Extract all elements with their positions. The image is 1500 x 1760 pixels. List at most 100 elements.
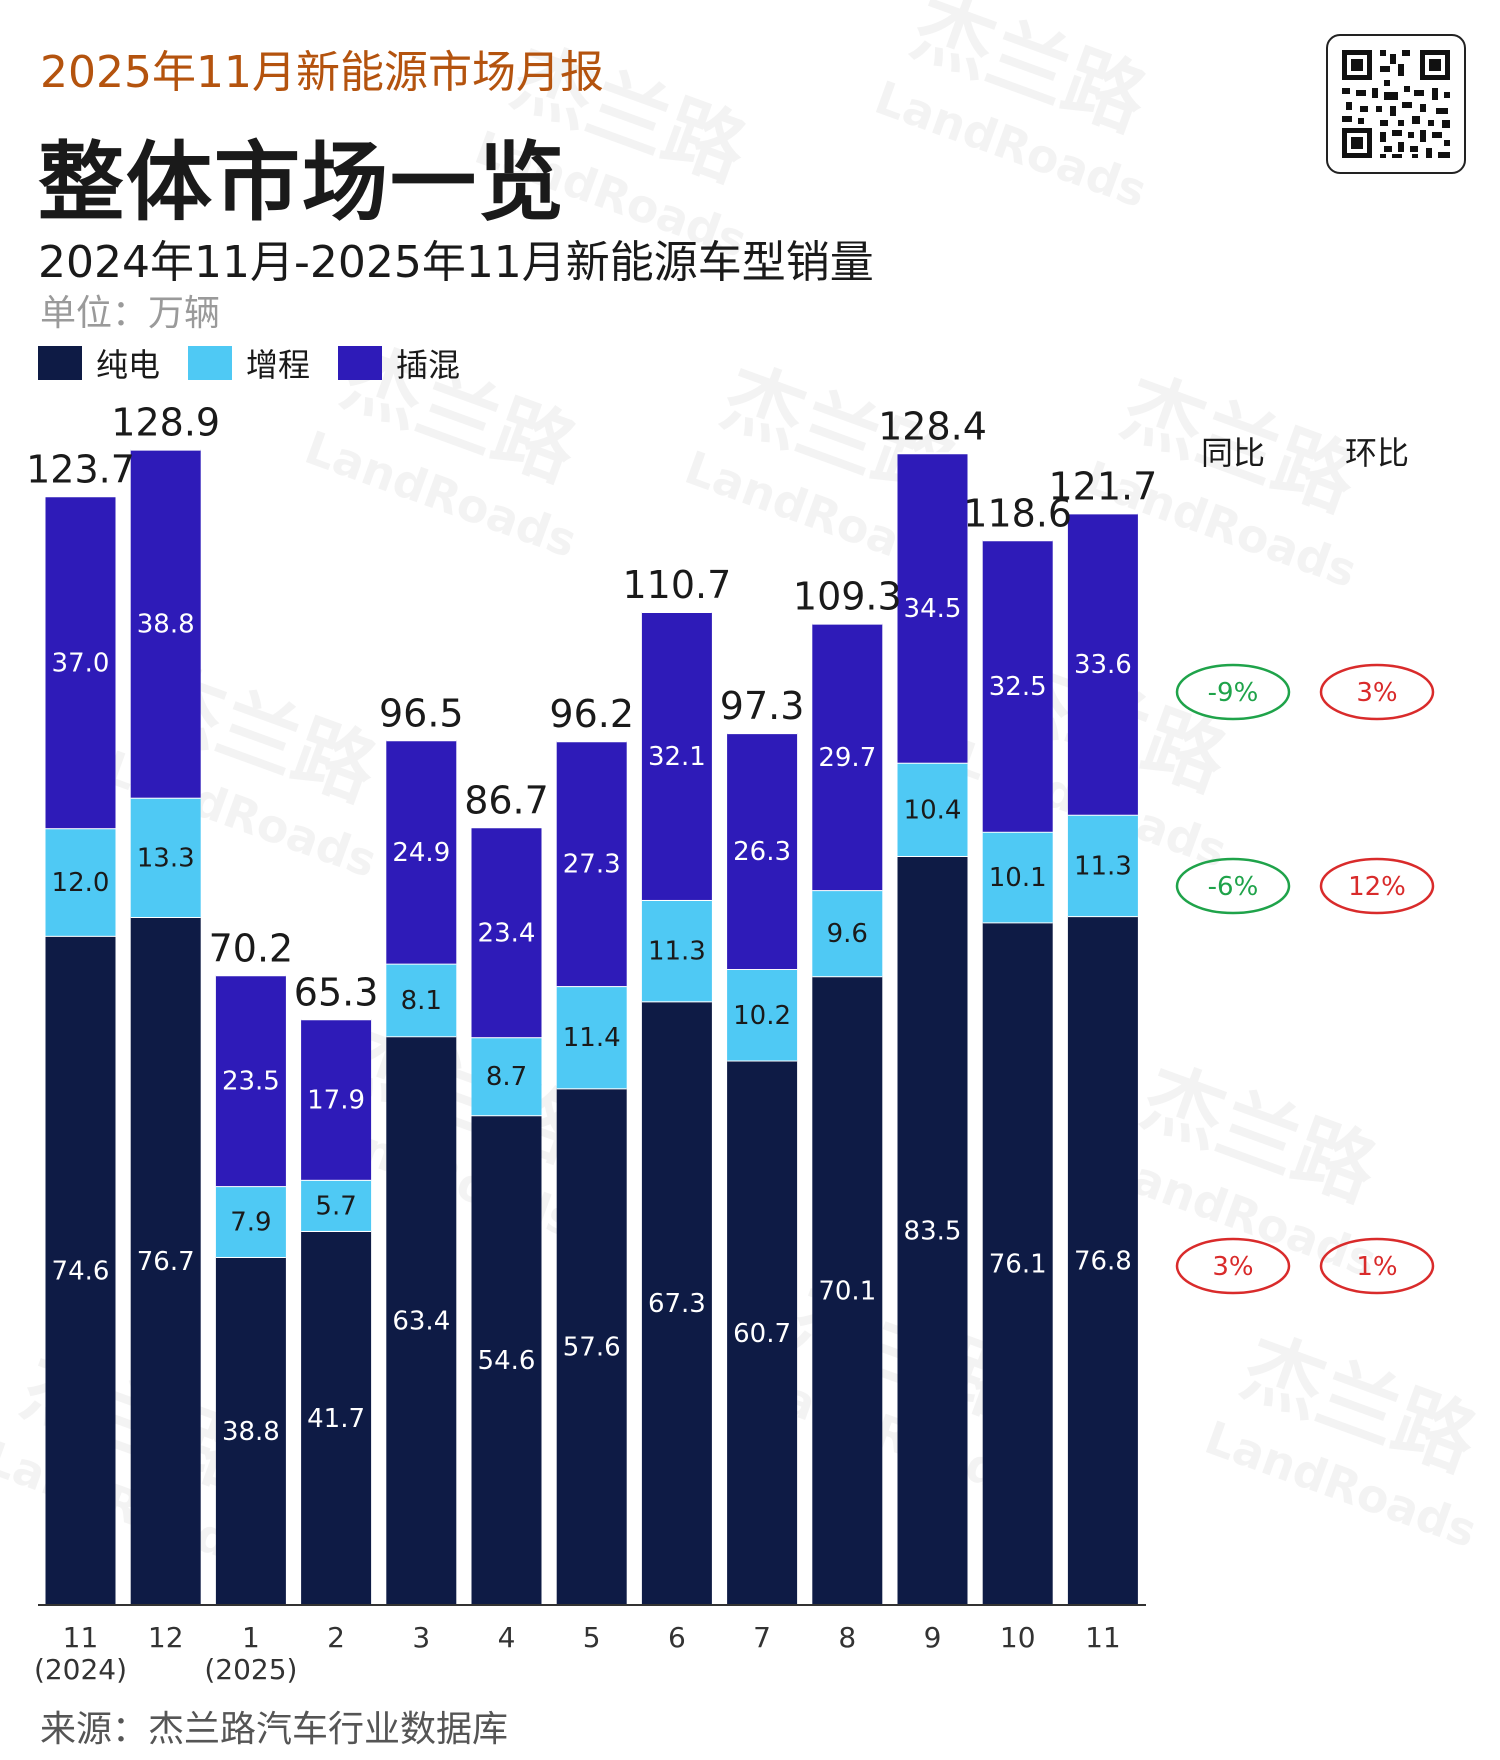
bar-segment-erev — [641, 899, 712, 1002]
yoy-badge-value: 3% — [1212, 1252, 1253, 1282]
bar-segment-phev — [556, 741, 627, 987]
segment-label-bev: 76.7 — [137, 1247, 195, 1277]
x-tick-label: 4 — [498, 1621, 516, 1654]
segment-label-erev: 5.7 — [315, 1191, 356, 1221]
segment-label-erev: 10.1 — [989, 863, 1047, 893]
total-label: 96.2 — [549, 692, 634, 736]
legend-swatch-bev — [38, 346, 82, 380]
segment-label-bev: 63.4 — [392, 1307, 450, 1337]
bar-segment-phev — [471, 827, 542, 1038]
page-title: 整体市场一览 — [38, 133, 566, 233]
x-axis: 11(2024)12 1(2025)2 3 4 5 6 7 8 9 10 11 — [34, 1604, 1146, 1686]
segment-label-phev: 23.4 — [478, 918, 536, 948]
bar-segment-bev — [471, 1115, 542, 1605]
segment-label-phev: 29.7 — [818, 743, 876, 773]
bar-segment-bev — [897, 856, 968, 1605]
bar-segment-phev — [130, 449, 201, 798]
segment-label-erev: 10.4 — [904, 795, 962, 825]
x-tick-label: 2 — [327, 1621, 345, 1654]
yoy-badge-ring — [1175, 857, 1291, 915]
total-label: 128.4 — [878, 404, 987, 448]
bar-segment-phev — [812, 623, 883, 891]
bar-segment-erev — [556, 986, 627, 1089]
total-label: 110.7 — [623, 563, 732, 607]
segment-label-phev: 17.9 — [307, 1086, 365, 1116]
bar-segment-bev — [45, 935, 116, 1605]
bar-segment-phev — [641, 612, 712, 900]
segment-label-erev: 12.0 — [52, 868, 110, 898]
segment-label-bev: 38.8 — [222, 1417, 280, 1447]
x-tick-label: 3 — [412, 1621, 430, 1654]
bar-segment-bev — [130, 917, 201, 1605]
bar-segment-phev — [982, 540, 1053, 832]
bar-segment-erev — [727, 969, 798, 1061]
bar-segment-erev — [386, 963, 457, 1037]
segment-label-erev: 11.4 — [563, 1023, 621, 1053]
bar-segment-erev — [471, 1037, 542, 1116]
x-tick-sublabel: (2024) — [34, 1653, 127, 1686]
segment-label-erev: 10.2 — [733, 1001, 791, 1031]
mom-badge-ring — [1319, 857, 1435, 915]
segment-label-bev: 67.3 — [648, 1289, 706, 1319]
segment-label-phev: 32.1 — [648, 742, 706, 772]
bar-segment-erev — [812, 890, 883, 977]
x-tick-label: 11 — [1085, 1621, 1121, 1654]
segment-label-bev: 76.1 — [989, 1250, 1047, 1280]
segment-label-phev: 26.3 — [733, 837, 791, 867]
segment-label-bev: 54.6 — [478, 1346, 536, 1376]
bar-segment-phev — [215, 975, 286, 1187]
segment-label-erev: 8.7 — [486, 1062, 527, 1092]
legend-swatch-erev — [188, 346, 233, 380]
chart-subtitle: 2024年11月-2025年11月新能源车型销量 — [38, 237, 874, 288]
mom-header: 环比 — [1345, 434, 1409, 472]
legend-label-erev: 增程 — [246, 346, 311, 384]
x-tick-label: 6 — [668, 1621, 686, 1654]
bar-segment-bev — [727, 1060, 798, 1605]
bar-segment-erev — [215, 1186, 286, 1257]
chart-legend: 纯电 增程 插混 — [38, 340, 488, 386]
total-label: 70.2 — [209, 926, 294, 970]
bar-segment-erev — [130, 797, 201, 918]
qr-code[interactable] — [1326, 34, 1466, 174]
mom-badge-value: 1% — [1356, 1252, 1397, 1282]
segment-label-phev: 27.3 — [563, 850, 621, 880]
comparison-panel: 同比 环比 -9% 3% -6% 12% 3% 1% — [1175, 434, 1435, 1295]
x-tick-label: 12 — [148, 1621, 184, 1654]
bar-segment-bev — [301, 1230, 372, 1605]
bar-segment-erev — [897, 762, 968, 857]
total-label: 118.6 — [963, 491, 1072, 535]
segment-label-erev: 11.3 — [648, 937, 706, 967]
legend-label-phev: 插混 — [396, 346, 461, 384]
segment-label-bev: 57.6 — [563, 1333, 621, 1363]
total-label: 123.7 — [26, 447, 135, 491]
report-eyebrow: 2025年11月新能源市场月报 — [40, 47, 604, 98]
bar-segment-bev — [386, 1036, 457, 1605]
bar-segment-bev — [215, 1256, 286, 1605]
labels-layer: 74.6 12.0 37.0 123.7 76.7 13.3 38.8 128.9 38.8 7.… — [26, 401, 1157, 1447]
x-tick-label: 10 — [1000, 1621, 1036, 1654]
bar-segment-phev — [301, 1019, 372, 1180]
bar-segment-erev — [1067, 814, 1138, 917]
segment-label-erev: 11.3 — [1074, 851, 1132, 881]
segment-label-erev: 8.1 — [401, 986, 442, 1016]
legend-label-bev: 纯电 — [96, 346, 161, 384]
segment-label-bev: 60.7 — [733, 1319, 791, 1349]
yoy-badge-value: -6% — [1208, 872, 1259, 902]
bar-segment-phev — [727, 733, 798, 970]
unit-label: 单位：万辆 — [40, 293, 221, 334]
x-tick-label: 9 — [924, 1621, 942, 1654]
bar-segment-erev — [982, 831, 1053, 923]
segment-label-bev: 76.8 — [1074, 1247, 1132, 1277]
yoy-badge-ring — [1175, 1237, 1291, 1295]
bars-layer — [45, 448, 1138, 1605]
legend-item-bev: 纯电 — [38, 340, 160, 386]
total-label: 121.7 — [1049, 464, 1158, 508]
bar-segment-bev — [982, 922, 1053, 1605]
segment-label-bev: 70.1 — [818, 1277, 876, 1307]
x-tick-label: 1 — [242, 1621, 260, 1654]
mom-badge-value: 12% — [1348, 872, 1406, 902]
segment-label-erev: 7.9 — [230, 1208, 271, 1238]
segment-label-phev: 38.8 — [137, 610, 195, 640]
bar-segment-bev — [812, 976, 883, 1605]
